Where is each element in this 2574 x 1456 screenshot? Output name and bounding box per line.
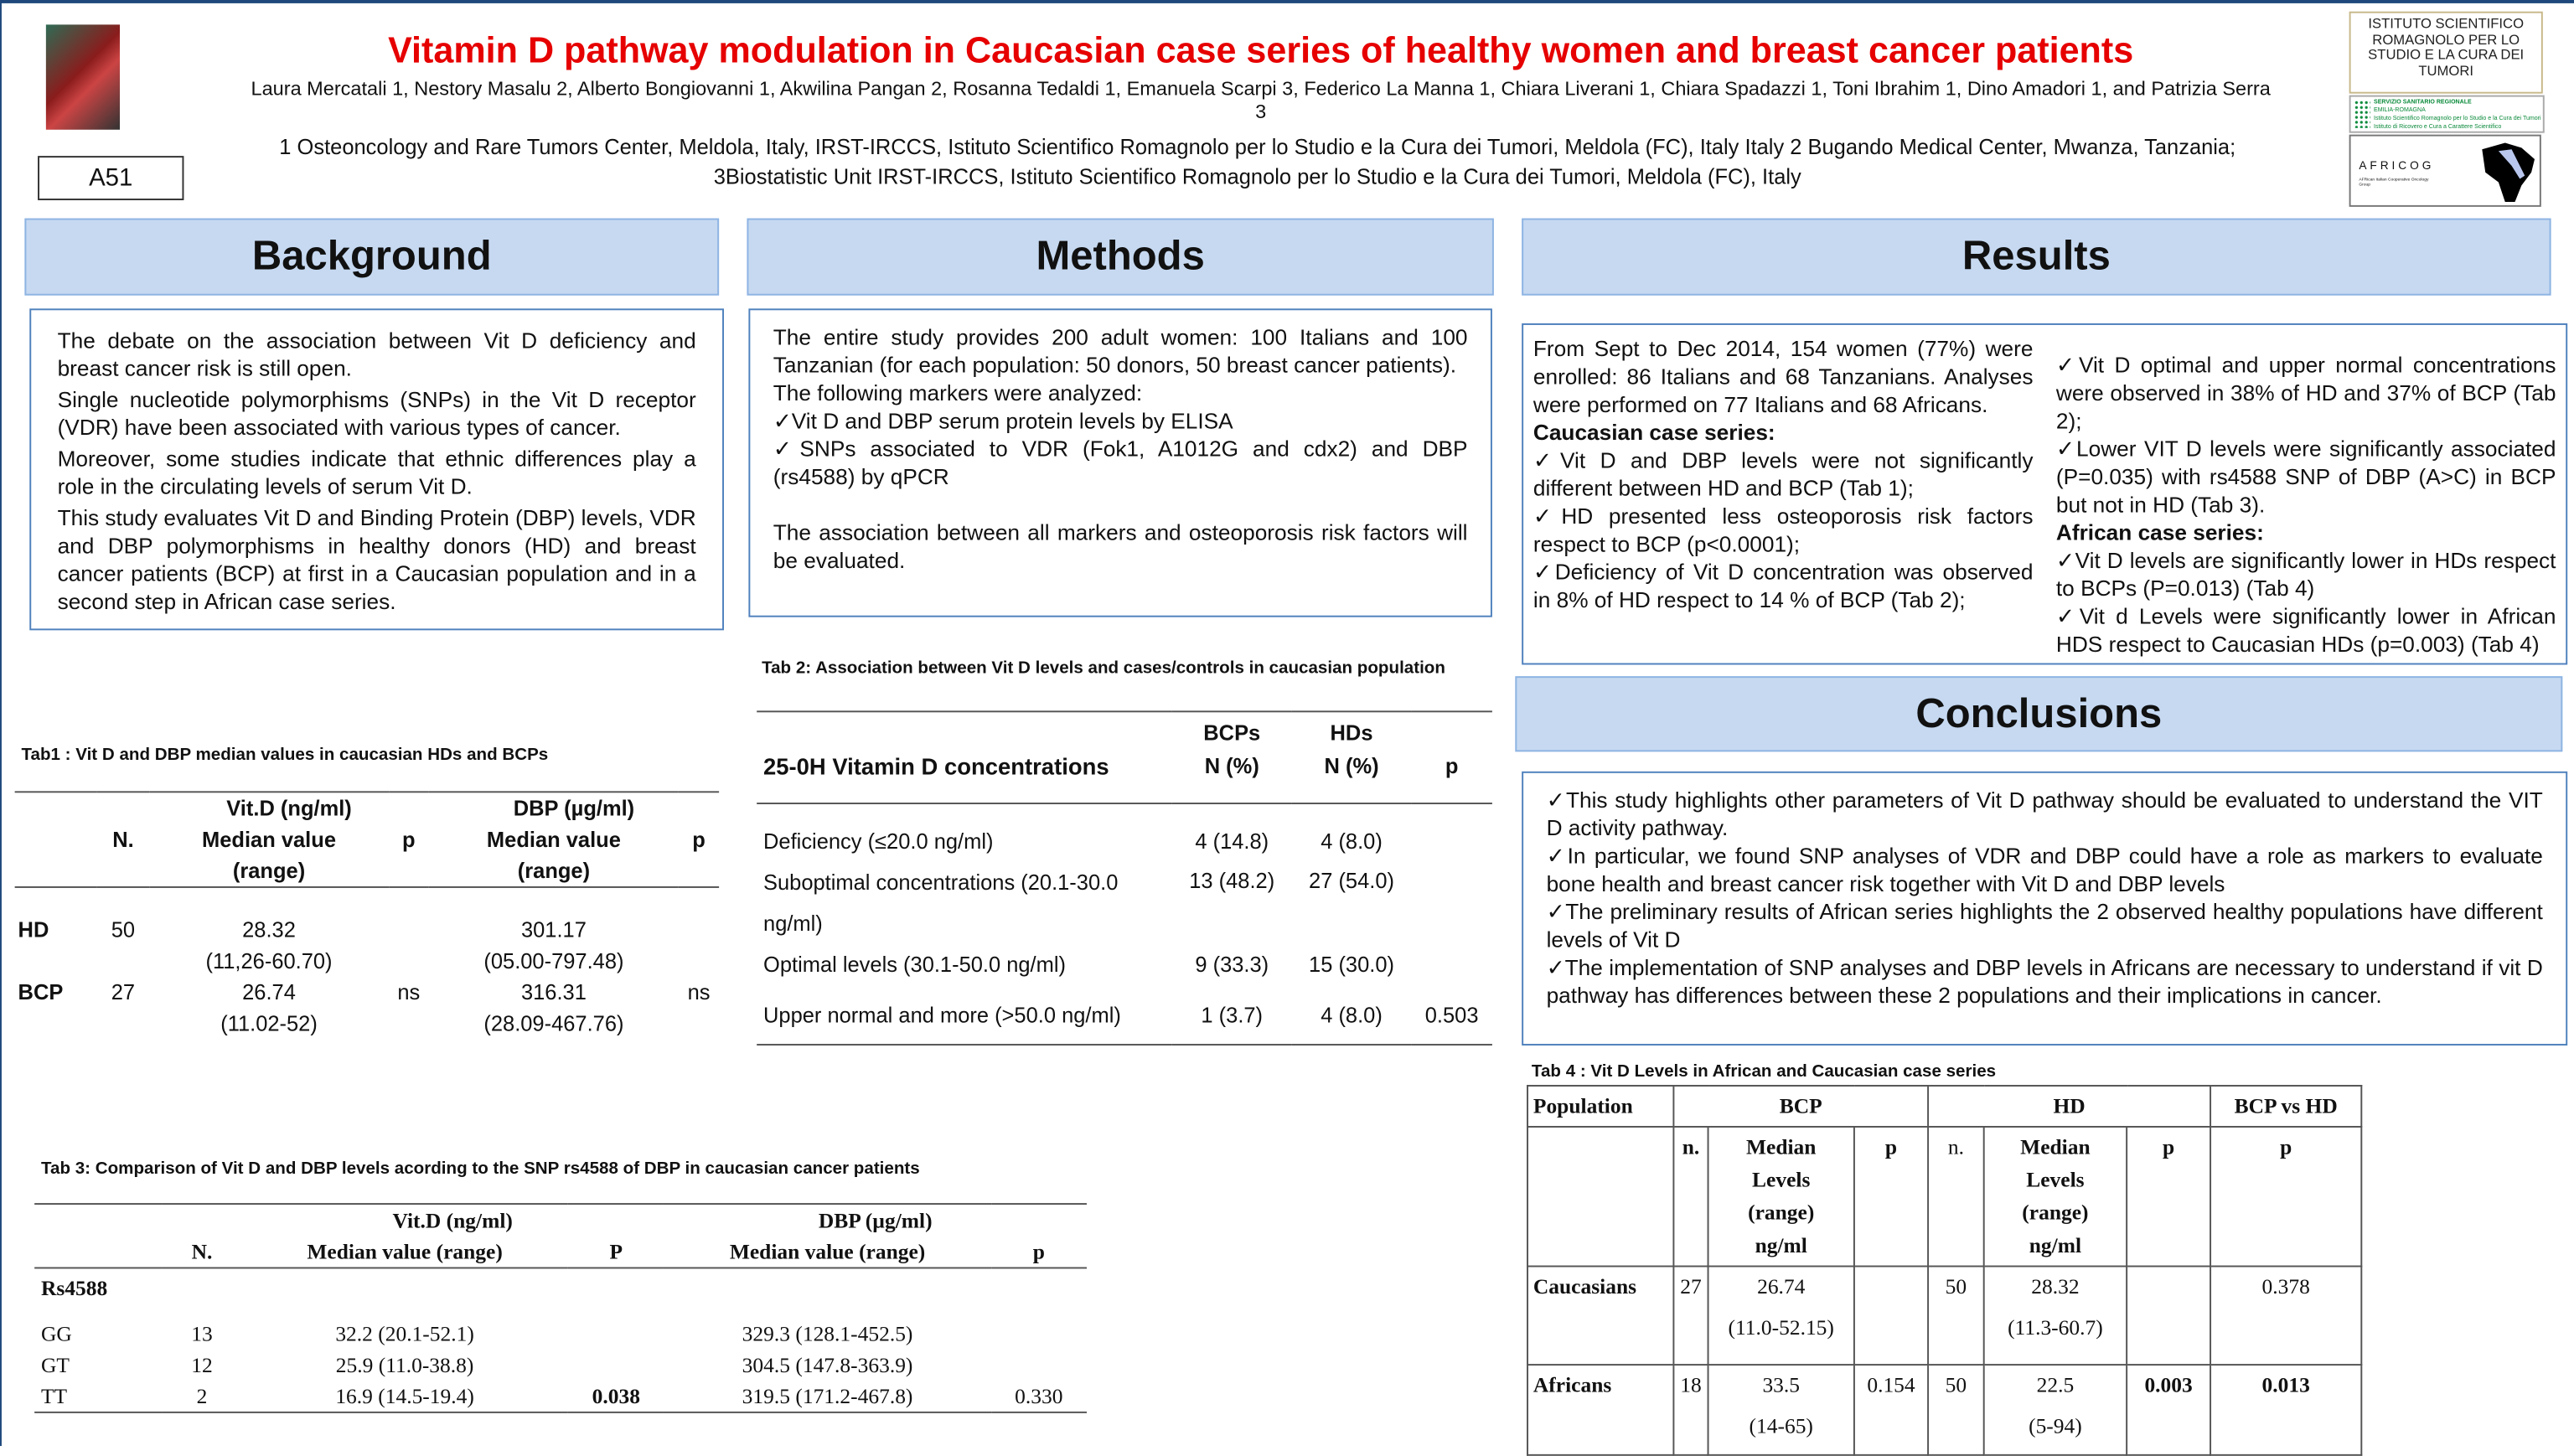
abstract-id-box: A51: [38, 156, 184, 201]
authors: Laura Mercatali 1, Nestory Masalu 2, Alb…: [251, 77, 2271, 123]
table-row: Deficiency (≤20.0 ng/ml) 4 (14.8) 4 (8.0): [763, 829, 1383, 854]
tab3-caption: Tab 3: Comparison of Vit D and DBP level…: [40, 1159, 920, 1179]
table-row: BCP 27 26.74 ns 316.31 ns: [18, 979, 711, 1005]
methods-header: Methods: [747, 218, 1494, 296]
tab4-caption: Tab 4 : Vit D Levels in African and Cauc…: [1531, 1061, 1997, 1082]
results-left-column: From Sept to Dec 2014, 154 women (77%) w…: [1533, 336, 2034, 612]
background-header: Background: [24, 218, 720, 296]
results-text: From Sept to Dec 2014, 154 women (77%) w…: [1522, 323, 2568, 665]
affiliation-2: 3Biostatistic Unit IRST-IRCCS, Istituto …: [713, 163, 1801, 189]
tab2-caption: Tab 2: Association between Vit D levels …: [762, 658, 1445, 679]
table-row: Suboptimal concentrations (20.1-30.0 ng/…: [763, 868, 1395, 936]
methods-text: The entire study provides 200 adult wome…: [748, 308, 1492, 617]
table-row: HD 50 28.32 301.17: [18, 917, 587, 942]
background-text: The debate on the association between Vi…: [29, 308, 725, 631]
table-row: GT 12 25.9 (11.0-38.8) 304.5 (147.8-363.9): [40, 1351, 913, 1376]
table-row: TT 2 16.9 (14.5-19.4) 0.038 319.5 (171.2-467…: [34, 1381, 1087, 1412]
table-row: Optimal levels (30.1-50.0 ng/ml) 9 (33.3)…: [763, 952, 1395, 977]
table-row: Upper normal and more (>50.0 ng/ml) 1 (3.…: [757, 985, 1492, 1046]
conclusions-text: ✓This study highlights other parameters …: [1522, 771, 2568, 1046]
table-row: GG 13 32.2 (20.1-52.1) 329.3 (128.1-452.5): [40, 1320, 913, 1345]
africa-map-icon: [2482, 142, 2535, 202]
africog-logo: AFRICOG AFRican Italian Cooperative Onco…: [2349, 134, 2541, 207]
results-right-column: ✓Vit D optimal and upper normal concentr…: [2055, 353, 2556, 657]
table-row: Caucasians 27 26.74 (11.0-52.15) 50 28.32 (11.…: [1527, 1265, 2363, 1366]
tab1-caption: Tab1 : Vit D and DBP median values in ca…: [21, 745, 549, 765]
poster-title: Vitamin D pathway modulation in Caucasia…: [388, 29, 2134, 71]
tab4-table: Population BCP HD BCP vs HD n. Median Levels(…: [1527, 1085, 2363, 1456]
table-row: Africans 18 33.5 (14-65) 0.154 50 22.5 (5-94) 0.…: [1527, 1364, 2363, 1456]
tab3-table: Vit.D (ng/ml) DBP (µg/ml) N. Median value …: [34, 1203, 1087, 1413]
affiliation-1: 1 Osteoncology and Rare Tumors Center, M…: [279, 134, 2236, 160]
ssr-emilia-romagna-logo: SERVIZIO SANITARIO REGIONALE EMILIA-ROMA…: [2349, 95, 2545, 133]
results-header: Results: [1522, 218, 2551, 296]
conclusions-header: Conclusions: [1515, 676, 2563, 752]
irst-logo: ISTITUTO SCIENTIFICO ROMAGNOLO PER LO ST…: [2349, 11, 2543, 94]
tab1-table: Vit.D (ng/ml) DBP (µg/ml) N. Median value p…: [14, 791, 720, 1039]
ssr-dots-icon: [2354, 100, 2371, 128]
tab2-table: BCPs HDs 25-0H Vitamin D concentrations N …: [757, 710, 1492, 1046]
congress-logo: [45, 24, 121, 130]
